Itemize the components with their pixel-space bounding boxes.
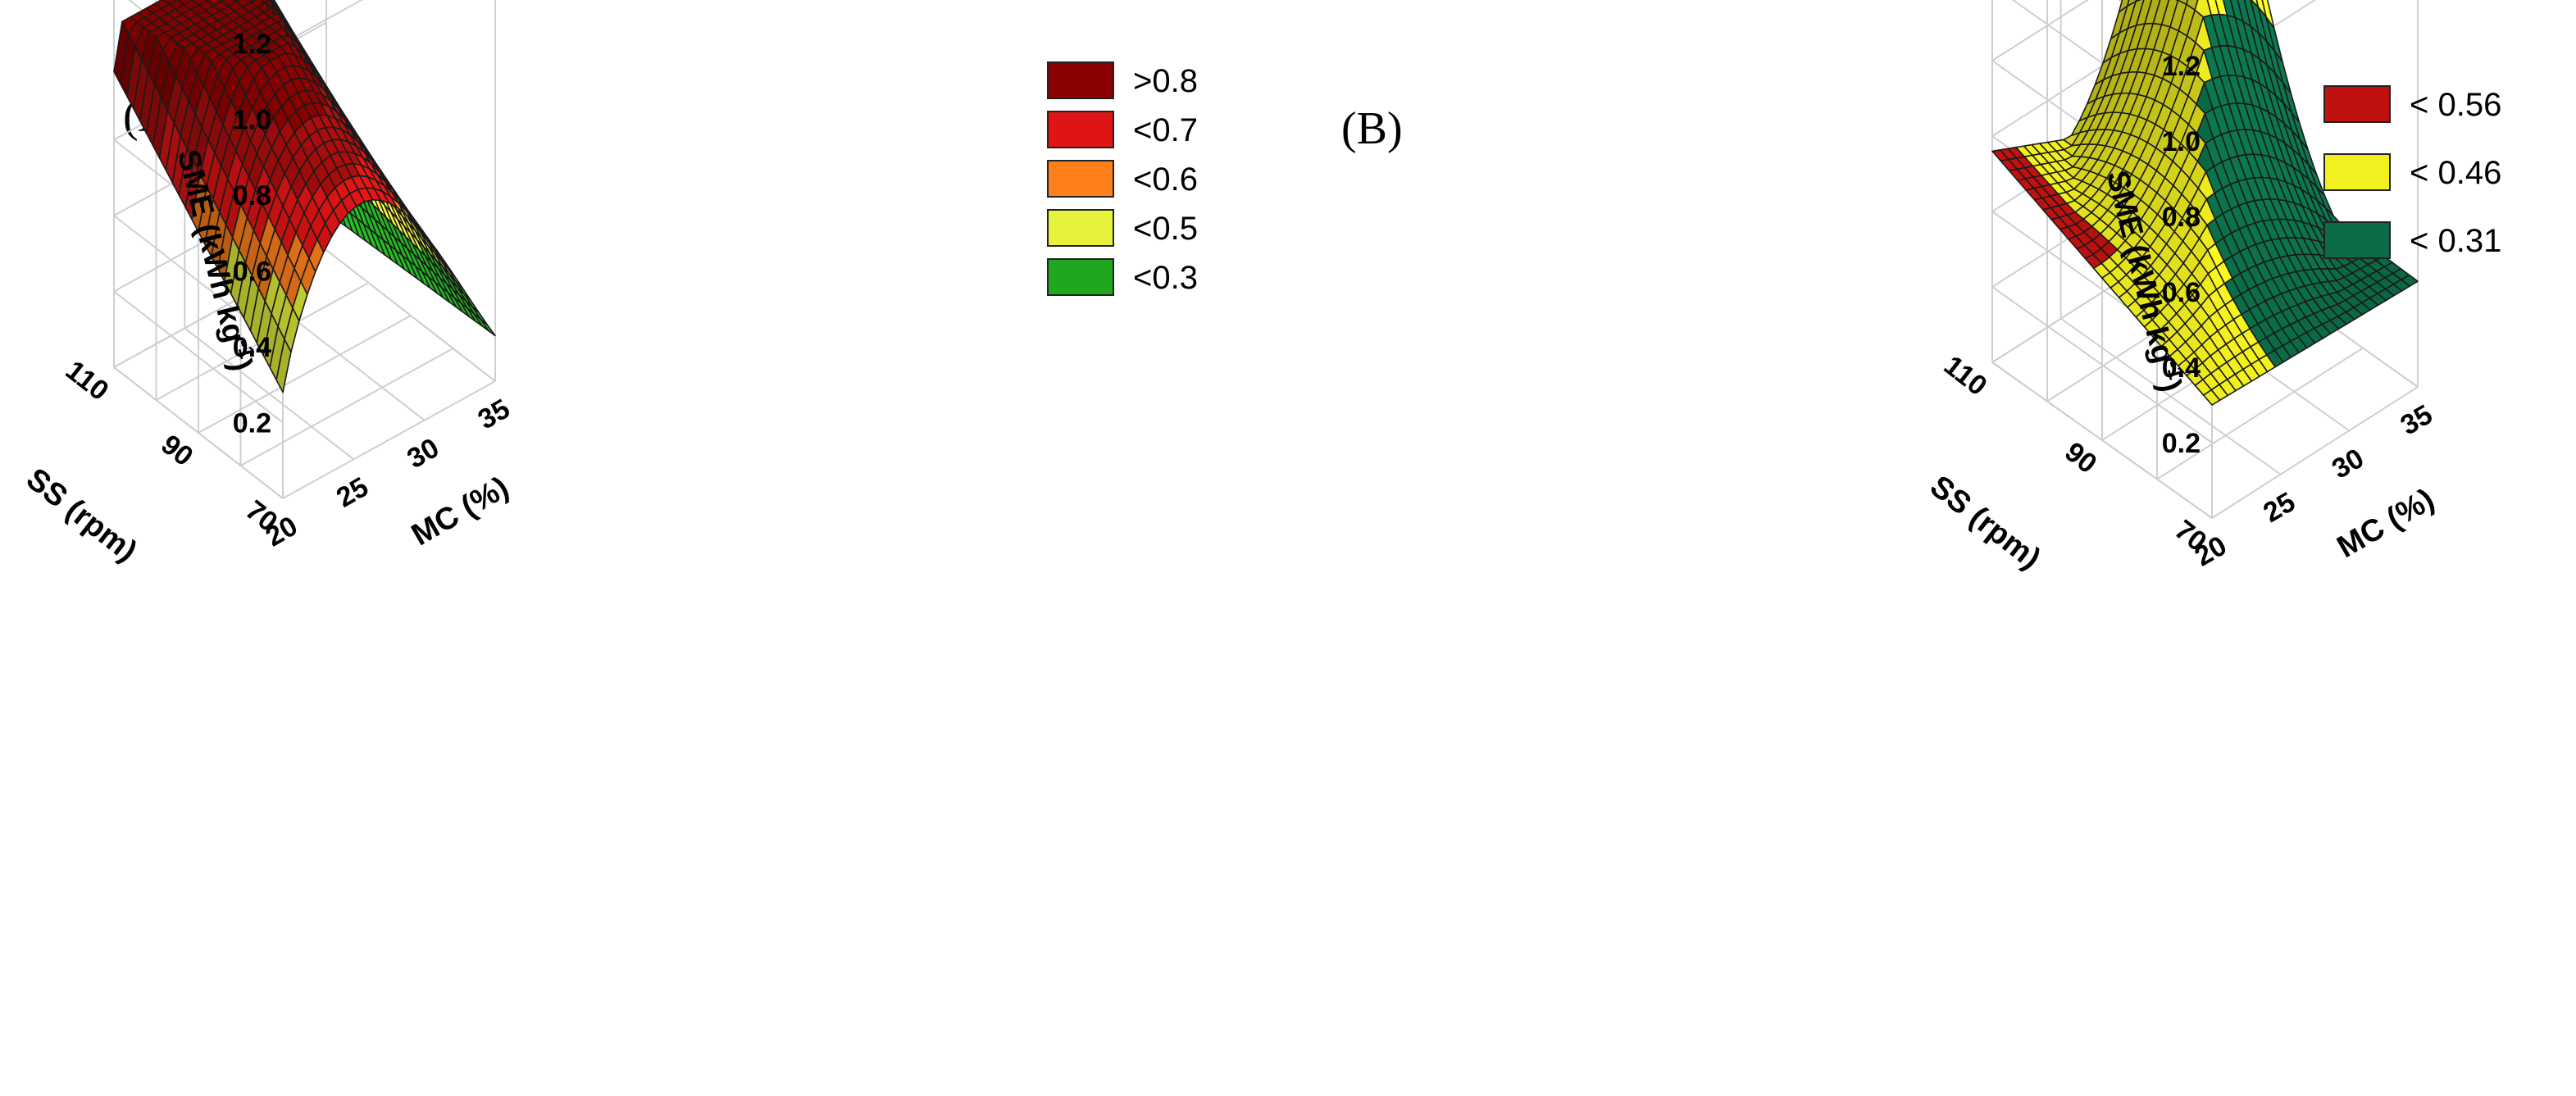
x-tick-label: 25 [331,471,374,514]
x-axis-title: MC (%) [406,471,515,553]
x-tick-label: 35 [2396,399,2438,442]
x-tick-label: 30 [2327,443,2369,485]
legend-swatch [1047,209,1114,247]
panel-a: (A)0.20.40.60.81.01.2709011020253035SME … [20,0,1198,569]
legend-swatch [2323,221,2391,259]
z-tick-label: 0.2 [2162,428,2201,459]
chart-b-svg: (B)0.20.40.60.81.01.2709011020253035SME … [1341,0,2501,576]
legend-a: >0.8 <0.7 <0.6 <0.5 <0.3 [1047,61,1198,296]
y-axis-title: SS (rpm) [1923,469,2047,576]
z-tick-label: 0.8 [2162,202,2201,233]
grid-floor-y-b [2156,347,2364,480]
grid-floor-y-a [198,315,412,434]
surface-cell [2401,274,2419,287]
y-tick-label: 90 [155,429,198,472]
y-tick-label: 110 [60,355,115,407]
surface-cell [2126,0,2137,7]
z-tick-label: 1.0 [2162,126,2201,157]
x-axis-title: MC (%) [2332,482,2441,565]
x-tick-label: 35 [473,393,516,436]
grid-floor-x-b [2060,317,2282,475]
x-tick-label: 25 [2258,486,2301,529]
surface-cell [2135,0,2141,2]
chart-a-svg: (A)0.20.40.60.81.01.2709011020253035SME … [20,0,1198,569]
z-tick-label: 0.8 [233,180,271,211]
grid-floor-x-b [1991,362,2213,519]
panel-label-b: (B) [1341,103,1403,154]
legend-swatch [1047,61,1114,99]
grid-side-z-b [1991,0,2089,61]
z-tick-label: 1.2 [2162,51,2201,82]
y-tick-label: 110 [1938,350,1993,402]
z-tick-label: 1.0 [233,105,271,136]
x-tick-label: 30 [402,432,444,475]
y-tick-label: 90 [2059,436,2102,480]
surface-a [113,0,496,393]
z-tick-label: 0.4 [233,332,271,363]
surface-cell [2118,0,2130,13]
z-tick-label: 0.6 [2162,277,2201,308]
legend-swatch [1047,258,1114,296]
legend-label: >0.8 [1133,63,1198,99]
surface-cell [2177,0,2189,6]
box-top-front-a [282,0,364,44]
legend-label: <0.3 [1133,260,1198,296]
box-floor-right-a [325,249,496,382]
legend-label: < 0.31 [2410,223,2501,259]
z-tick-label: 1.2 [233,29,271,60]
legend-swatch [1047,160,1114,198]
legend-swatch [2323,85,2391,123]
grid-floor-y-b [2211,386,2419,519]
legend-swatch [1047,111,1114,148]
legend-label: < 0.56 [2410,87,2501,123]
legend-label: <0.6 [1133,161,1198,198]
legend-b: < 0.56 < 0.46 < 0.31 [2323,85,2501,259]
grid-floor-y-a [282,380,496,499]
y-axis-title: SS (rpm) [20,462,143,569]
grid-floor-x-a [184,327,354,461]
z-tick-label: 0.6 [233,257,271,288]
z-tick-label: 0.2 [233,408,271,439]
legend-label: < 0.46 [2410,155,2501,191]
surface-cell [480,318,496,337]
panel-b: (B) 0.2 0.4 0.6 0.8 1.0 1.2 70 90 110 20 25 30 35 SME … [1288,0,2576,1096]
legend-label: <0.5 [1133,211,1198,247]
surface-b [1991,0,2419,406]
grid-floor-x-a [113,366,284,499]
grid-floor-y-a [240,348,453,466]
legend-swatch [2323,153,2391,191]
z-tick-label: 0.4 [2162,352,2201,384]
legend-label: <0.7 [1133,112,1198,148]
